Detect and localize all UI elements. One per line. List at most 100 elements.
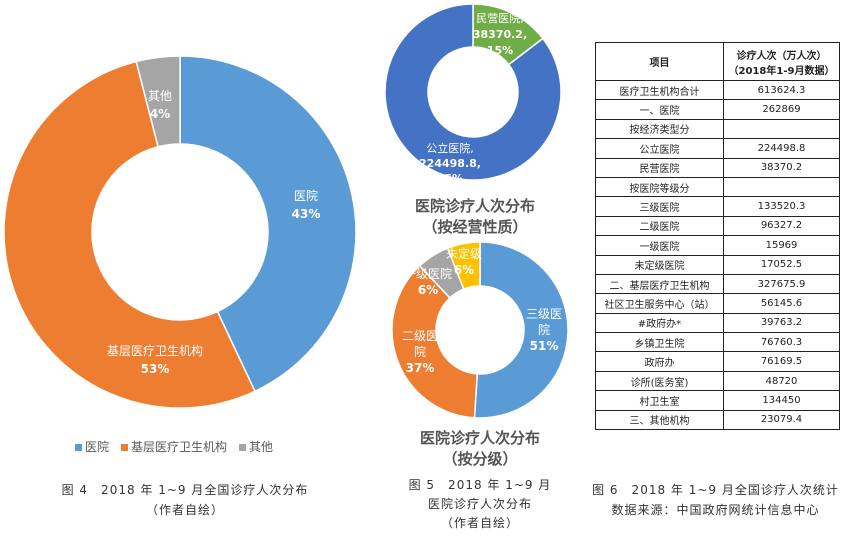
row-label: 社区卫生服务中心（站） xyxy=(595,293,724,314)
legend-label: 基层医疗卫生机构 xyxy=(131,440,228,454)
row-label: #政府办* xyxy=(595,312,724,334)
row-label: 村卫生室 xyxy=(595,390,724,411)
legend-item: 医院 xyxy=(75,438,109,455)
row-label: 按经济类型分 xyxy=(595,118,724,140)
data-label: 85% xyxy=(437,172,463,185)
caption-line: 医院诊疗人次分布 xyxy=(427,497,532,511)
header-value: 诊疗人次（万人次） （2018年1-9月数据） xyxy=(723,42,840,81)
data-label: 6% xyxy=(418,283,438,297)
data-label: 未定级 xyxy=(446,246,482,261)
table-row: 乡镇卫生院 76760.3 xyxy=(595,332,840,353)
row-value: 39763.2 xyxy=(723,312,840,334)
legend-item: 基层医疗卫生机构 xyxy=(121,438,227,455)
table-row: 医疗卫生机构合计 613624.3 xyxy=(595,79,840,101)
row-label: 二级医院 xyxy=(595,215,724,237)
row-value: 327675.9 xyxy=(723,273,840,295)
row-value: 224498.8 xyxy=(723,138,840,159)
row-value: 48720 xyxy=(723,370,840,392)
data-label: 公立医院, xyxy=(426,141,474,155)
row-value: 15969 xyxy=(723,235,840,256)
row-value: 133520.3 xyxy=(723,196,840,217)
table-row: 按医院等级分 xyxy=(595,176,840,198)
caption-line: 图 4 2018 年 1~9 月全国诊疗人次分布 xyxy=(61,483,309,497)
fig4-legend: 医院 基层医疗卫生机构 其他 xyxy=(75,438,273,455)
row-value: 134450 xyxy=(723,390,840,411)
data-label: 51% xyxy=(530,339,559,353)
data-label: 4% xyxy=(150,107,170,121)
row-label: 二、基层医疗卫生机构 xyxy=(595,273,724,295)
data-label: 基层医疗卫生机构 xyxy=(107,343,203,358)
donut-slice xyxy=(473,241,569,419)
data-label: 38370.2, xyxy=(473,28,527,41)
data-label: 院 xyxy=(538,323,550,337)
row-value: 38370.2 xyxy=(723,157,840,178)
table-row: 二、基层医疗卫生机构 327675.9 xyxy=(595,273,840,295)
row-label: 民营医院 xyxy=(595,157,724,178)
data-label: 53% xyxy=(141,362,170,376)
legend-label: 医院 xyxy=(85,440,110,454)
row-value: 17052.5 xyxy=(723,254,840,275)
data-label: 一级医院 xyxy=(404,267,452,281)
row-label: 一、医院 xyxy=(595,99,724,120)
legend-item: 其他 xyxy=(239,438,273,455)
data-label: 院 xyxy=(414,345,426,359)
data-label: 37% xyxy=(406,361,435,375)
donut-slice xyxy=(391,264,479,419)
table-row: 政府办 76169.5 xyxy=(595,351,840,372)
table-row: 社区卫生服务中心（站） 56145.6 xyxy=(595,293,840,314)
caption-line: 数据来源：中国政府网统计信息中心 xyxy=(611,503,820,517)
table-row: 一、医院 262869 xyxy=(595,99,840,120)
caption-line: 图 5 2018 年 1~9 月 xyxy=(408,478,552,492)
table-row: 诊所(医务室) 48720 xyxy=(595,370,840,392)
table-row: 一级医院 15969 xyxy=(595,235,840,256)
data-label: 15% xyxy=(487,44,513,57)
data-label: 43% xyxy=(292,207,321,221)
table-row: 公立医院 224498.8 xyxy=(595,138,840,159)
fig5a-title: 医院诊疗人次分布 （按经营性质） xyxy=(385,196,565,238)
fig5b-title: 医院诊疗人次分布 （按分级） xyxy=(390,428,570,470)
table-row: 二级医院 96327.2 xyxy=(595,215,840,237)
caption-line: （作者自绘） xyxy=(145,503,224,517)
fig4-caption: 图 4 2018 年 1~9 月全国诊疗人次分布 （作者自绘） xyxy=(40,480,330,520)
row-label: 公立医院 xyxy=(595,138,724,159)
title-line: 医院诊疗人次分布 xyxy=(414,197,535,215)
table-row: #政府办* 39763.2 xyxy=(595,312,840,334)
row-value xyxy=(723,176,840,198)
donut-slice xyxy=(179,55,357,393)
table-row: 三级医院 133520.3 xyxy=(595,196,840,217)
title-line: （按经营性质） xyxy=(422,218,528,236)
header-line: （2018年1-9月数据） xyxy=(728,65,835,77)
data-label: 三级医 xyxy=(526,307,562,321)
table-row: 按经济类型分 xyxy=(595,118,840,140)
caption-line: 图 6 2018 年 1~9 月全国诊疗人次统计 xyxy=(592,483,839,497)
donut-slice xyxy=(446,241,481,291)
row-label: 三、其他机构 xyxy=(595,409,724,431)
statistics-table: 项目 诊疗人次（万人次） （2018年1-9月数据） 医疗卫生机构合计 613624… xyxy=(595,42,840,431)
table-row: 未定级医院 17052.5 xyxy=(595,254,840,275)
row-label: 一级医院 xyxy=(595,235,724,256)
row-label: 按医院等级分 xyxy=(595,176,724,198)
row-value xyxy=(723,118,840,140)
donut-slice xyxy=(384,3,562,181)
title-line: 医院诊疗人次分布 xyxy=(419,429,540,447)
table-row: 三、其他机构 23079.4 xyxy=(595,409,840,431)
data-label: 医院 xyxy=(294,189,318,203)
row-value: 23079.4 xyxy=(723,409,840,431)
data-label: 其他 xyxy=(148,89,172,103)
data-label: 二级医 xyxy=(402,329,438,343)
row-label: 政府办 xyxy=(595,351,724,372)
caption-line: （作者自绘） xyxy=(440,516,519,530)
data-label: 民营医院, xyxy=(476,11,524,25)
title-line: （按分级） xyxy=(442,450,518,468)
fig6-caption: 图 6 2018 年 1~9 月全国诊疗人次统计 数据来源：中国政府网统计信息中… xyxy=(588,480,843,520)
data-label: 6% xyxy=(454,263,474,277)
table-row: 村卫生室 134450 xyxy=(595,390,840,411)
donut-slice xyxy=(3,60,256,409)
row-value: 76169.5 xyxy=(723,351,840,372)
fig5-caption: 图 5 2018 年 1~9 月 医院诊疗人次分布 （作者自绘） xyxy=(395,476,565,533)
row-value: 262869 xyxy=(723,99,840,120)
row-value: 96327.2 xyxy=(723,215,840,237)
table-row: 民营医院 38370.2 xyxy=(595,157,840,178)
